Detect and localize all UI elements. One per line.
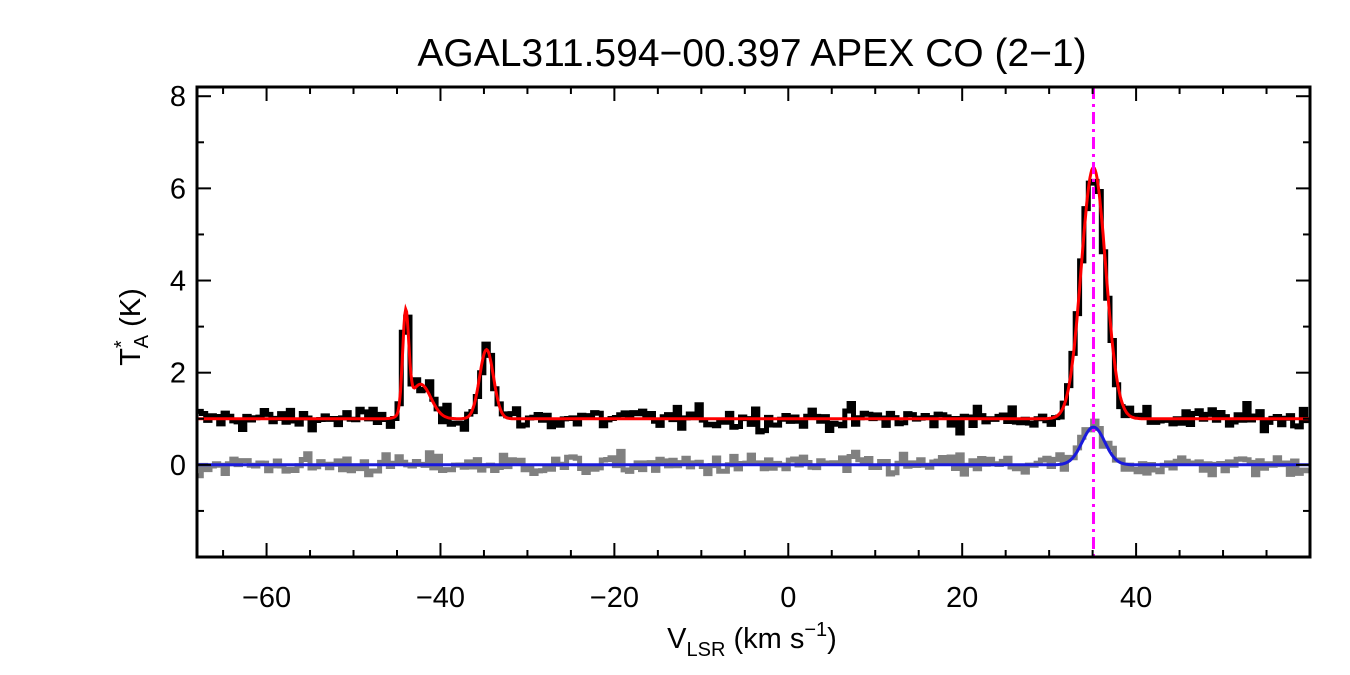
x-tick-label: 0 <box>780 582 796 614</box>
y-axis: 0 2 4 6 8 <box>170 81 1310 512</box>
x-tick-label: 40 <box>1120 582 1152 614</box>
x-axis-label: VLSR (km s−1) <box>667 619 837 661</box>
y-axis-label: T*A (K) <box>111 288 153 366</box>
x-tick-label: 20 <box>946 582 978 614</box>
spectrum-offset-trace <box>197 178 1310 436</box>
plot-frame <box>195 85 1312 559</box>
x-tick-label: −40 <box>416 582 465 614</box>
chart-title: AGAL311.594−00.397 APEX CO (2−1) <box>417 32 1086 75</box>
plot-area <box>197 87 1310 557</box>
y-tick-label: 4 <box>170 266 186 298</box>
y-tick-label: 6 <box>170 173 186 205</box>
spectrum-lower-trace <box>197 418 1310 479</box>
x-axis: −60 −40 −20 0 20 40 <box>222 87 1311 614</box>
x-tick-label: −60 <box>242 582 291 614</box>
x-tick-label: −20 <box>590 582 639 614</box>
y-tick-label: 2 <box>170 358 186 390</box>
y-tick-label: 8 <box>170 81 186 113</box>
y-tick-label: 0 <box>170 450 186 482</box>
fit-offset-curve <box>197 165 1310 421</box>
fit-lower-curve <box>197 425 1310 467</box>
